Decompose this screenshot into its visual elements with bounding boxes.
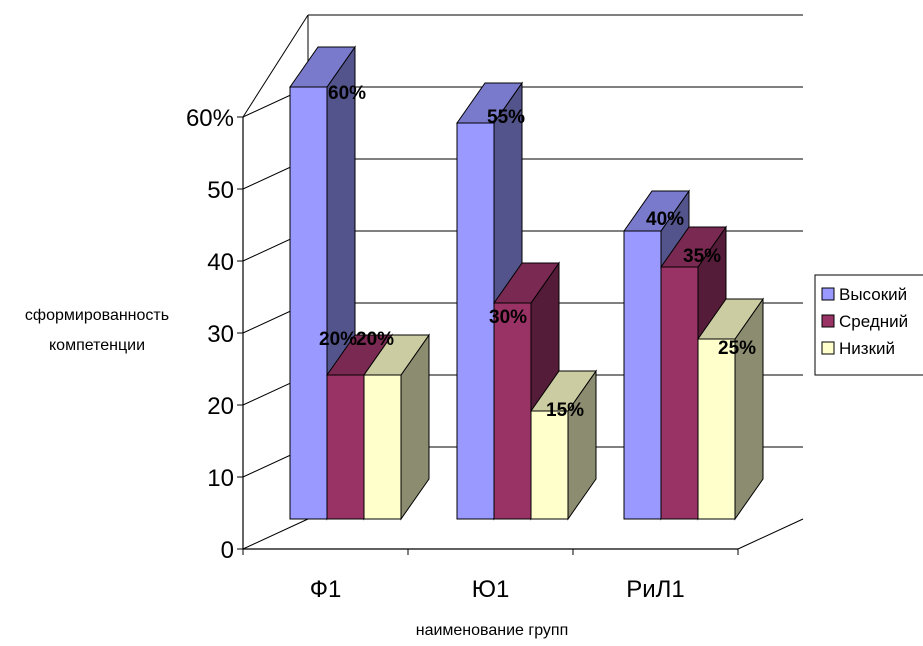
bar-top-face [697, 298, 764, 340]
bar-front-face [697, 338, 736, 520]
data-label: 35% [683, 246, 721, 267]
x-tick-label: Ф1 [310, 576, 342, 603]
bar-Низкий-РиЛ1 [697, 297, 764, 521]
x-tick-label: РиЛ1 [626, 576, 685, 603]
x-tick-label: Ю1 [472, 576, 510, 603]
bar-top-face [456, 82, 523, 124]
data-label: 15% [546, 400, 584, 421]
y-axis-label-line-2: компетенции [49, 337, 145, 354]
y-axis-label-line-1: сформированность [25, 307, 169, 324]
data-label: 60% [328, 83, 366, 104]
bar-top-face [660, 226, 727, 268]
data-labels: 60% 20%20% 55% 30% 15% 40% 35% 25% [319, 83, 756, 421]
bar-front-face [289, 86, 328, 520]
bar-front-face [623, 230, 662, 520]
bar-Высокий-Ф1 [289, 45, 356, 521]
data-label: 20% [356, 329, 394, 350]
side-wall-line [242, 518, 309, 550]
legend-swatch [821, 287, 835, 301]
floor-right-edge [737, 518, 804, 550]
legend-swatch [821, 314, 835, 328]
bar-Низкий-Ю1 [530, 369, 597, 521]
bar-front-face [660, 266, 699, 520]
x-tick-labels: Ф1 Ю1 РиЛ1 [310, 576, 685, 603]
bar-top-face [363, 334, 430, 376]
y-tick-label: 30 [207, 321, 234, 348]
y-tick-label: 40 [207, 249, 234, 276]
bar-front-face [326, 374, 365, 520]
legend: Высокий Средний Низкий [814, 274, 923, 376]
y-tick-labels: 0 10 20 30 40 50 60% [186, 105, 234, 564]
bar-Низкий-Ф1 [363, 333, 430, 521]
legend-label: Высокий [839, 285, 907, 304]
side-wall-top-line [242, 14, 309, 118]
bar-top-face [623, 190, 690, 232]
y-tick-label: 20 [207, 393, 234, 420]
bar-front-face [493, 302, 532, 520]
x-axis-label: наименование групп [416, 622, 569, 639]
y-tick-label: 60% [186, 105, 234, 132]
y-tick-label: 50 [207, 177, 234, 204]
y-tick-label: 0 [221, 537, 234, 564]
bar-front-face [363, 374, 402, 520]
bar-front-face [530, 410, 569, 520]
bar-top-face [493, 262, 560, 304]
data-label: 25% [718, 338, 756, 359]
bar-top-face [289, 46, 356, 88]
legend-label: Низкий [839, 339, 895, 358]
axes [237, 116, 804, 555]
y-tick-label: 10 [207, 465, 234, 492]
legend-label: Средний [839, 312, 908, 331]
bars [289, 45, 764, 521]
bar-top-face [530, 370, 597, 412]
data-label: 55% [487, 107, 525, 128]
data-label: 40% [646, 209, 684, 230]
data-label: 30% [489, 307, 527, 328]
data-label: 20% [319, 329, 357, 350]
legend-swatch [821, 341, 835, 355]
